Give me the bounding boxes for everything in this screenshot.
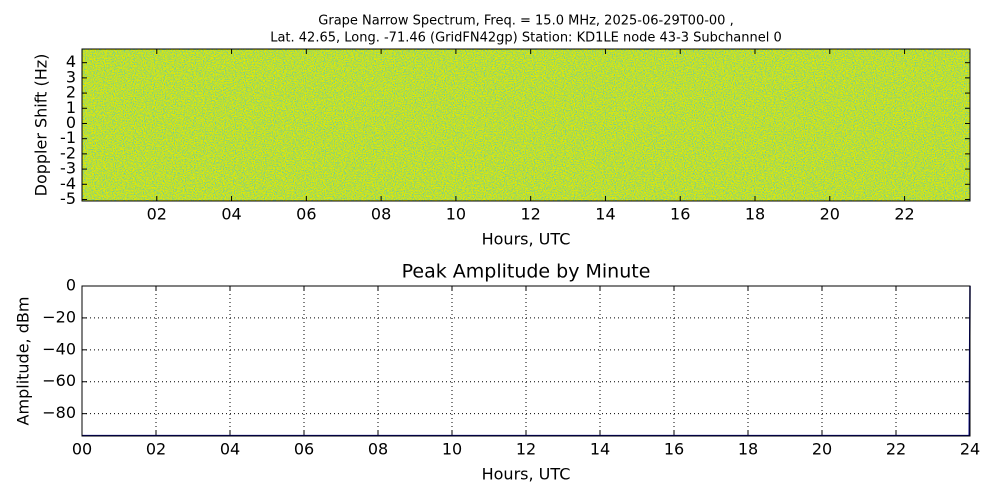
spectrogram-noise [82,49,970,201]
y-tick-label: −80 [42,403,76,422]
y-tick-label: -2 [60,143,76,162]
y-tick-label: −40 [42,339,76,358]
y-axis-label: Amplitude, dBm [14,297,33,426]
chart-title: Grape Narrow Spectrum, Freq. = 15.0 MHz,… [318,14,733,29]
x-tick-label: 10 [446,205,466,224]
x-axis-label: Hours, UTC [482,230,571,249]
x-tick-label: 06 [294,440,314,459]
y-axis-label: Doppler Shift (Hz) [32,54,51,197]
y-tick-label: -4 [60,174,76,193]
x-tick-label: 08 [371,205,391,224]
chart-title: Peak Amplitude by Minute [402,261,651,283]
x-tick-label: 20 [820,205,840,224]
x-tick-label: 22 [886,440,906,459]
y-tick-label: 3 [66,67,76,86]
chart-subtitle: Lat. 42.65, Long. -71.46 (GridFN42gp) St… [270,31,782,46]
y-tick-label: 0 [66,113,76,132]
y-tick-label: −60 [42,371,76,390]
x-tick-label: 18 [738,440,758,459]
x-tick-label: 22 [894,205,914,224]
y-tick-label: -5 [60,189,76,208]
x-tick-label: 12 [520,205,540,224]
y-tick-label: 4 [66,52,76,71]
y-tick-label: 2 [66,83,76,102]
y-tick-label: 0 [66,276,76,295]
y-tick-label: -1 [60,128,76,147]
x-tick-label: 16 [664,440,684,459]
x-tick-label: 08 [368,440,388,459]
y-tick-label: −20 [42,307,76,326]
x-tick-label: 00 [72,440,92,459]
x-tick-label: 14 [590,440,610,459]
x-axis-label: Hours, UTC [482,465,571,484]
x-tick-label: 06 [296,205,316,224]
x-tick-label: 12 [516,440,536,459]
y-tick-label: -3 [60,159,76,178]
x-tick-label: 18 [745,205,765,224]
x-tick-label: 02 [147,205,167,224]
x-tick-label: 24 [960,440,980,459]
x-tick-label: 10 [442,440,462,459]
x-tick-label: 04 [221,205,241,224]
x-tick-label: 20 [812,440,832,459]
x-tick-label: 16 [670,205,690,224]
x-tick-label: 14 [595,205,615,224]
y-tick-label: 1 [66,98,76,117]
x-tick-label: 02 [146,440,166,459]
plot-frame [81,48,971,202]
x-tick-label: 04 [220,440,240,459]
plot-frame [81,285,971,437]
